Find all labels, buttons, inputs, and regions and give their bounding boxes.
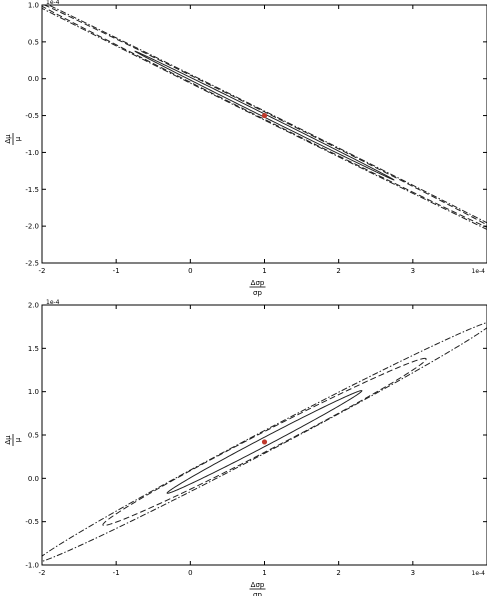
x-axis-label-numerator: Δσp <box>251 279 265 287</box>
chart-panel-1: -2 -1 0 1 2 3 -2.5 -2.0 -1.5 -1.0 -0.5 0.0 0.5 1.0 1e-… <box>4 0 487 297</box>
ellipse-dashed <box>42 5 487 228</box>
x-tick-label: 2 <box>336 267 340 275</box>
y-axis-label-denominator: μ <box>14 437 22 442</box>
center-point <box>261 439 268 445</box>
plot-area <box>42 321 487 562</box>
y-tick-label: -1.5 <box>25 186 39 194</box>
y-tick-label: 0.0 <box>28 75 39 83</box>
y-tick-label: -0.5 <box>25 112 39 120</box>
y-offset-text: 1e-4 <box>46 0 60 6</box>
x-tick-label: 3 <box>411 267 415 275</box>
x-tick-label: 1 <box>262 267 266 275</box>
x-axis-label-denominator: σp <box>253 591 262 596</box>
plot-frame <box>41 4 487 264</box>
x-tick-label: 3 <box>411 569 415 577</box>
x-tick-label: -1 <box>113 569 120 577</box>
y-tick-label: 2.0 <box>28 302 39 310</box>
x-tick-label: -1 <box>113 267 120 275</box>
y-tick-label: 1.5 <box>28 345 39 353</box>
ellipse-dashdot <box>42 5 487 230</box>
ellipse-dashdot <box>42 321 487 562</box>
y-tick-label: 0.5 <box>28 38 39 46</box>
y-tick-label: -1.0 <box>25 562 39 570</box>
center-point <box>261 112 268 119</box>
y-axis-label: Δμ μ <box>4 133 22 145</box>
y-axis-label-numerator: Δμ <box>4 134 12 144</box>
x-axis-label-numerator: Δσp <box>251 581 265 589</box>
y-tick-label: 1.0 <box>28 2 39 10</box>
x-tick-label: 0 <box>188 267 192 275</box>
x-axis-label-denominator: σp <box>253 289 262 297</box>
chart-panel-2: -2 -1 0 1 2 3 -1.0 -0.5 0.0 0.5 1.0 1.5 2.0 1e-4 1e-4 Δ… <box>4 299 487 596</box>
ellipse-solid <box>166 390 363 494</box>
x-tick-label: -2 <box>39 267 46 275</box>
plot-frame <box>41 304 487 566</box>
y-tick-label: -1.0 <box>25 149 39 157</box>
x-tick-label: -2 <box>39 569 46 577</box>
y-tick-label: 0.5 <box>28 432 39 440</box>
ellipse-solid <box>134 50 395 181</box>
y-tick-label: -2.5 <box>25 260 39 268</box>
x-offset-text: 1e-4 <box>472 570 486 577</box>
y-tick-label: 0.0 <box>28 475 39 483</box>
y-tick-label: 1.0 <box>28 388 39 396</box>
x-tick-label: 2 <box>336 569 340 577</box>
y-tick-label: -2.0 <box>25 223 39 231</box>
ellipse-dashed <box>102 357 427 526</box>
x-tick-label: 0 <box>188 569 192 577</box>
x-tick-label: 1 <box>262 569 266 577</box>
x-offset-text: 1e-4 <box>472 268 486 275</box>
y-tick-label: -0.5 <box>25 518 39 526</box>
y-offset-text: 1e-4 <box>46 299 60 306</box>
y-axis-label-denominator: μ <box>14 136 22 141</box>
y-axis-label: Δμ μ <box>4 434 22 446</box>
plot-area <box>42 5 487 230</box>
y-axis-label-numerator: Δμ <box>4 435 12 445</box>
